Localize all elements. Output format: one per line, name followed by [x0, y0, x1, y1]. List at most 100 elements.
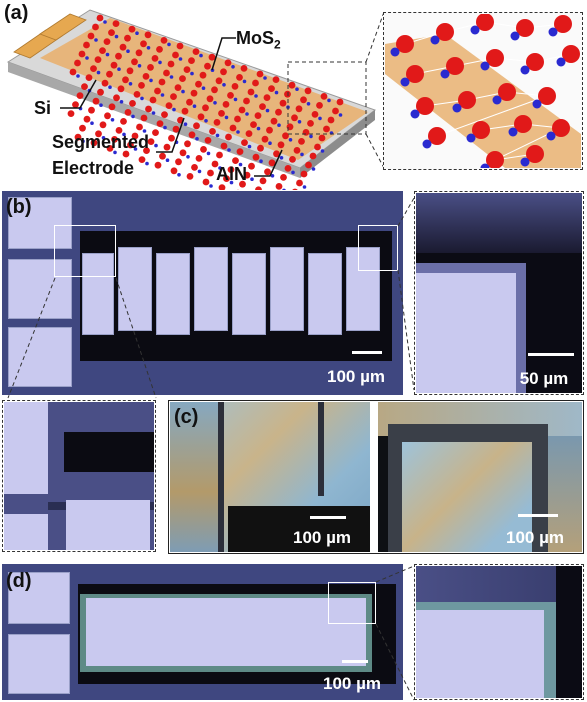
crystal-molybdenum-atom	[510, 31, 520, 41]
molybdenum-atom	[229, 180, 234, 185]
panel-b-left-zoom-frame	[2, 400, 156, 552]
molybdenum-atom	[311, 167, 316, 171]
crystal-sulfur-atom	[526, 145, 544, 163]
crystal-molybdenum-atom	[410, 109, 420, 119]
sulfur-atom	[88, 106, 95, 114]
molybdenum-atom	[101, 136, 106, 140]
molybdenum-atom	[250, 177, 254, 181]
crystal-molybdenum-atom	[452, 103, 462, 113]
molybdenum-atom	[186, 155, 190, 159]
molybdenum-atom	[105, 52, 110, 57]
sulfur-atom	[327, 116, 335, 124]
sulfur-atom	[90, 139, 98, 147]
crystal-sulfur-atom	[406, 65, 424, 83]
scale-label-c-right: 100 µm	[506, 528, 564, 547]
sulfur-atom	[124, 109, 132, 116]
sulfur-atom	[218, 110, 225, 117]
molybdenum-atom	[302, 185, 307, 189]
sulfur-atom	[159, 152, 166, 160]
crystal-molybdenum-atom	[480, 61, 490, 71]
sulfur-atom	[170, 93, 177, 100]
sulfur-atom	[304, 87, 312, 95]
d-contact-pad-2	[8, 634, 70, 694]
electrode-segment-8	[346, 247, 380, 331]
sulfur-atom	[160, 37, 168, 44]
sulfur-atom	[240, 65, 248, 72]
molybdenum-atom	[160, 93, 165, 97]
crystal-sulfur-atom	[428, 127, 446, 145]
sulfur-atom	[245, 130, 253, 138]
molybdenum-atom	[90, 121, 94, 125]
sulfur-atom	[236, 74, 243, 81]
sulfur-atom	[250, 121, 257, 128]
molybdenum-atom	[99, 103, 103, 107]
sulfur-atom	[305, 161, 312, 169]
molybdenum-atom	[218, 166, 222, 170]
sulfur-atom	[79, 124, 86, 132]
sulfur-atom	[254, 112, 262, 119]
electrode-segment-5	[232, 253, 266, 335]
sulfur-atom	[227, 92, 234, 99]
sulfur-atom	[186, 98, 193, 106]
d-electrode	[86, 598, 366, 666]
aln-label: AlN	[216, 164, 247, 184]
sulfur-atom	[227, 166, 235, 174]
molybdenum-atom	[103, 20, 107, 24]
sulfur-atom	[183, 66, 191, 73]
molybdenum-atom	[199, 53, 203, 58]
zoom-region-left	[54, 225, 116, 277]
sulfur-atom	[83, 41, 90, 49]
scale-label-c-left: 100 µm	[293, 528, 351, 547]
crystal-sulfur-atom	[472, 121, 490, 139]
scale-bar-b-main	[352, 351, 382, 354]
crystal-molybdenum-atom	[430, 35, 440, 45]
c-left-gap	[318, 402, 324, 496]
crystal-structure-inset	[385, 14, 581, 168]
sulfur-atom	[131, 58, 138, 66]
sulfur-atom	[179, 75, 186, 82]
molybdenum-atom	[309, 134, 313, 139]
molybdenum-atom	[254, 94, 258, 98]
sulfur-atom	[128, 25, 136, 33]
sulfur-atom	[144, 31, 152, 39]
sulfur-atom	[176, 42, 184, 50]
sulfur-atom	[257, 144, 264, 152]
sulfur-atom	[204, 137, 212, 144]
molybdenum-atom	[114, 34, 119, 39]
molybdenum-atom	[81, 139, 85, 143]
sulfur-atom	[293, 147, 301, 154]
sulfur-atom	[215, 77, 223, 85]
sulfur-atom	[222, 101, 230, 108]
crystal-molybdenum-atom	[508, 127, 518, 137]
sulfur-atom	[101, 79, 109, 87]
sulfur-atom	[318, 134, 326, 142]
molybdenum-atom	[213, 101, 217, 105]
sulfur-atom	[270, 117, 278, 125]
molybdenum-atom	[110, 118, 115, 122]
c-left-trace	[218, 402, 224, 552]
sulfur-atom	[320, 93, 328, 100]
crystal-sulfur-atom	[562, 45, 580, 63]
sulfur-atom	[268, 85, 275, 92]
sulfur-atom	[184, 140, 191, 148]
sulfur-atom	[295, 105, 303, 113]
left-zoom-pad-upper	[4, 402, 48, 494]
panel-a-label: (a)	[4, 2, 29, 24]
molybdenum-atom	[158, 60, 162, 65]
sulfur-atom	[211, 160, 219, 168]
sulfur-atom	[220, 142, 228, 150]
crystal-sulfur-atom	[516, 19, 534, 37]
sulfur-atom	[236, 148, 244, 156]
crystal-sulfur-atom	[486, 49, 504, 67]
sulfur-atom	[204, 62, 211, 70]
sulfur-atom	[298, 138, 305, 145]
crystal-molybdenum-atom	[480, 163, 490, 168]
sulfur-atom	[243, 171, 251, 179]
sulfur-atom	[279, 99, 287, 107]
crystal-molybdenum-atom	[532, 99, 542, 109]
sulfur-atom	[202, 178, 210, 186]
sulfur-atom	[140, 40, 147, 48]
sulfur-atom	[149, 96, 157, 104]
sulfur-atom	[135, 49, 143, 57]
